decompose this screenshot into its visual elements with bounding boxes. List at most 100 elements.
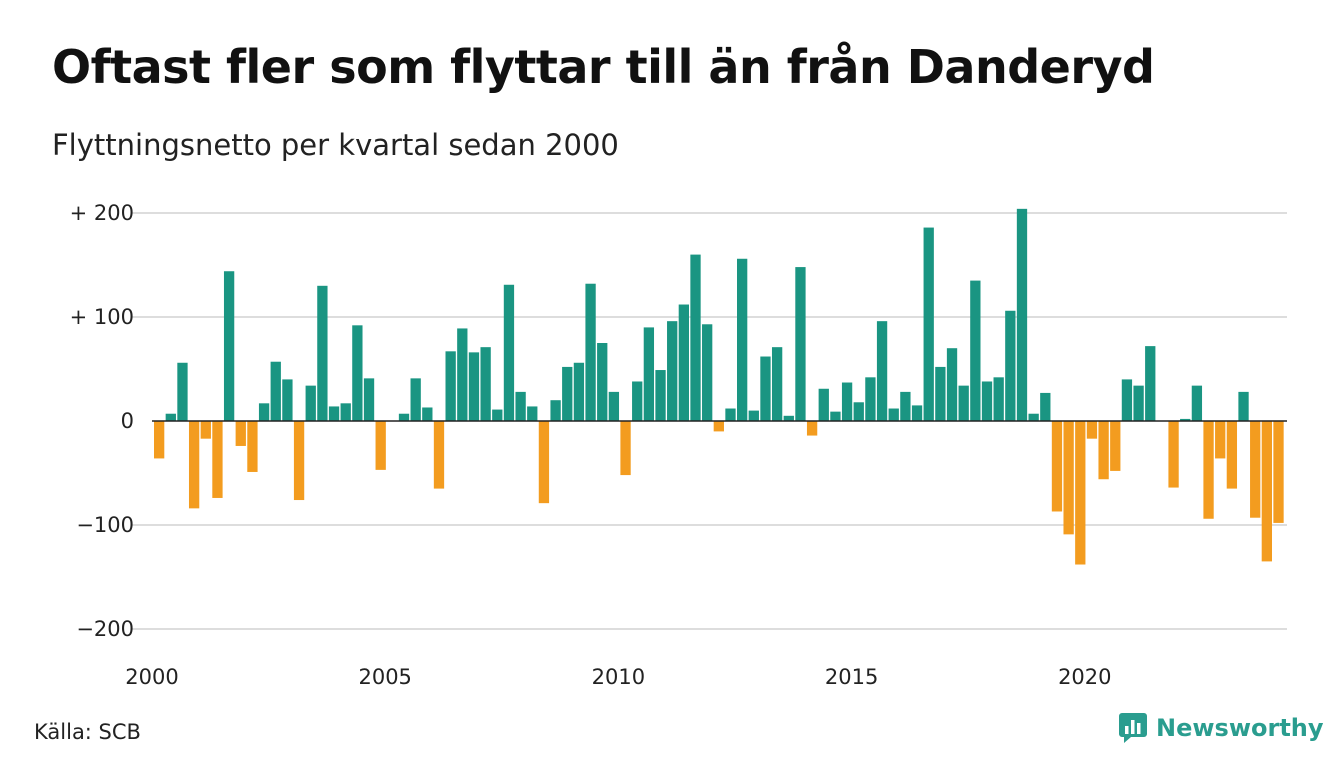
bar-2005-k4: [422, 407, 433, 421]
x-tick-label: 2005: [358, 665, 411, 689]
bar-2011-k1: [667, 321, 678, 421]
bar-2021-k2: [1145, 346, 1156, 421]
newsworthy-logo: Newsworthy: [1118, 712, 1324, 744]
bar-2006-k1: [433, 421, 445, 489]
bar-2013-k2: [771, 347, 783, 421]
bar-2007-k1: [480, 347, 491, 421]
bar-2001-k2: [212, 421, 223, 498]
bar-2002-k4: [282, 379, 293, 421]
bar-2016-k2: [911, 405, 923, 421]
bar-2005-k3: [410, 378, 421, 421]
bar-2019-k3: [1063, 421, 1074, 535]
bar-2022-k4: [1215, 421, 1226, 459]
bar-2012-k1: [713, 421, 724, 432]
bar-2024-k1: [1273, 421, 1284, 523]
bar-2001-k1: [200, 421, 211, 439]
source-note: Källa: SCB: [34, 720, 141, 744]
bar-2003-k1: [293, 421, 305, 501]
bar-2020-k2: [1098, 421, 1109, 480]
y-tick-label: 0: [121, 409, 134, 433]
bar-2017-k2: [958, 385, 969, 421]
y-axis-ticks: + 200 + 100 0 −100 −200: [70, 201, 134, 641]
bar-2008-k2: [538, 421, 550, 504]
bar-2002-k1: [247, 421, 258, 472]
bar-2023-k2: [1238, 391, 1249, 421]
bar-2008-k3: [550, 400, 561, 421]
x-tick-label: 2020: [1058, 665, 1111, 689]
bar-2006-k4: [468, 352, 480, 421]
y-tick-label: + 100: [70, 305, 134, 329]
bar-2004-k1: [340, 403, 351, 421]
bar-2023-k1: [1226, 421, 1238, 489]
bar-2020-k3: [1110, 421, 1121, 471]
bar-2023-k3: [1250, 421, 1261, 518]
bar-2016-k3: [923, 227, 934, 421]
bar-2019-k4: [1075, 421, 1086, 565]
bar-2017-k4: [981, 381, 993, 421]
bar-2004-k3: [363, 378, 375, 421]
bar-2009-k1: [573, 362, 585, 421]
bar-2008-k1: [527, 406, 538, 421]
bar-2000-k4: [188, 421, 200, 509]
bar-2004-k4: [375, 421, 386, 470]
bar-2021-k1: [1133, 385, 1144, 421]
bar-2022-k2: [1191, 385, 1203, 421]
bar-2005-k2: [398, 413, 410, 421]
bar-2018-k3: [1016, 208, 1028, 421]
x-axis-ticks: 2000 2005 2010 2015 2020: [125, 665, 1111, 689]
bar-2013-k3: [783, 415, 794, 421]
bar-2013-k1: [760, 356, 771, 421]
bar-2022-k3: [1203, 421, 1214, 519]
bar-2015-k2: [865, 377, 876, 421]
bar-2002-k2: [258, 403, 270, 421]
bar-2012-k4: [748, 410, 759, 421]
bars: [154, 208, 1284, 565]
x-tick-label: 2010: [592, 665, 645, 689]
bar-2003-k3: [317, 285, 328, 421]
y-tick-label: + 200: [70, 201, 134, 225]
bar-2020-k1: [1086, 421, 1098, 439]
bar-2015-k4: [888, 408, 899, 421]
bar-2006-k3: [457, 328, 468, 421]
bar-2018-k1: [993, 377, 1004, 421]
bar-2010-k3: [643, 327, 655, 421]
bar-2012-k2: [725, 408, 736, 421]
bar-2011-k2: [678, 304, 689, 421]
brand-name: Newsworthy: [1156, 714, 1324, 742]
bar-2004-k2: [352, 325, 363, 421]
bar-2007-k2: [492, 409, 503, 421]
y-tick-label: −200: [76, 617, 134, 641]
bar-2022-k1: [1180, 418, 1191, 421]
bar-2020-k4: [1121, 379, 1133, 421]
bar-2000-k2: [165, 413, 176, 421]
bar-2014-k4: [841, 382, 853, 421]
bar-2009-k2: [585, 283, 596, 421]
chart-subtitle: Flyttningsnetto per kvartal sedan 2000: [52, 128, 619, 162]
bar-2016-k1: [900, 391, 911, 421]
bar-2000-k3: [177, 362, 188, 421]
chart-bubble-icon: [1119, 713, 1147, 743]
bar-2019-k1: [1040, 392, 1051, 421]
bar-2000-k1: [154, 421, 165, 459]
bar-2001-k3: [223, 271, 235, 421]
bar-2010-k2: [632, 381, 643, 421]
bar-2019-k2: [1051, 421, 1063, 512]
bar-2015-k3: [876, 321, 888, 421]
bar-2018-k4: [1028, 413, 1039, 421]
bar-2010-k4: [655, 370, 666, 421]
bar-2007-k4: [515, 391, 526, 421]
x-tick-label: 2015: [825, 665, 878, 689]
bar-2023-k4: [1261, 421, 1272, 562]
bar-2013-k4: [795, 267, 806, 421]
bar-2014-k3: [830, 411, 841, 421]
bar-2001-k4: [235, 421, 246, 446]
x-tick-label: 2000: [125, 665, 178, 689]
bar-2006-k2: [445, 351, 456, 421]
bar-2008-k4: [562, 366, 573, 421]
bar-2002-k3: [270, 361, 281, 421]
bar-2003-k2: [305, 385, 316, 421]
bar-2014-k1: [806, 421, 818, 436]
y-tick-label: −100: [76, 513, 134, 537]
bar-2011-k4: [702, 324, 713, 421]
bar-2014-k2: [818, 388, 829, 421]
